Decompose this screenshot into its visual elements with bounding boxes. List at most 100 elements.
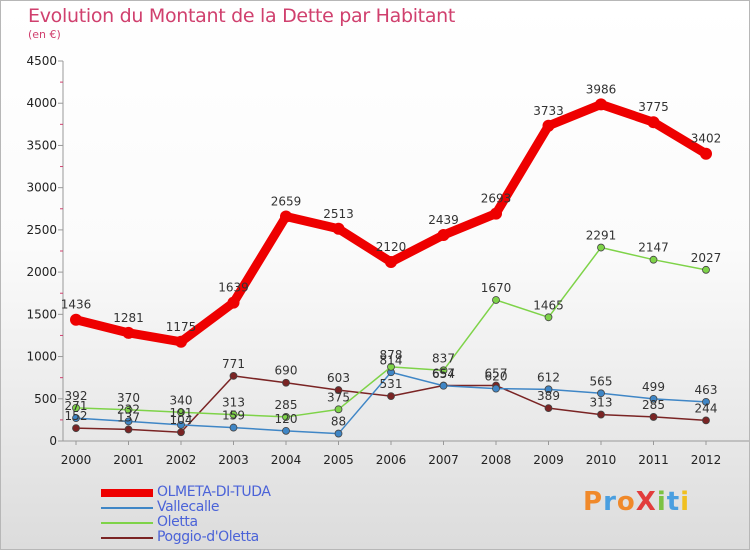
series-point-3 — [649, 413, 658, 421]
data-label-2: 340 — [170, 393, 193, 407]
series-point-1 — [72, 414, 80, 423]
series-point-2 — [597, 243, 605, 252]
data-label-3: 137 — [117, 410, 140, 424]
data-label-2: 392 — [65, 389, 88, 403]
series-point-1 — [124, 417, 133, 426]
series-point-0 — [70, 313, 82, 326]
legend-label-olmeta: OLMETA-DI-TUDA — [157, 484, 271, 500]
series-point-0 — [280, 210, 292, 223]
data-label-2: 370 — [117, 391, 140, 405]
data-label-1: 565 — [590, 374, 613, 388]
data-label-0: 2513 — [323, 207, 354, 221]
series-point-0 — [122, 326, 135, 339]
y-tick-label: 0 — [49, 434, 57, 448]
data-label-0: 2659 — [271, 194, 302, 208]
series-line-0 — [71, 99, 711, 347]
data-label-0: 3733 — [533, 104, 564, 118]
data-label-3: 104 — [170, 413, 193, 427]
data-label-3: 389 — [537, 389, 560, 403]
data-label-0: 3986 — [586, 82, 617, 96]
data-label-1: 499 — [642, 380, 665, 394]
series-point-2 — [439, 366, 448, 375]
series-point-0 — [175, 335, 187, 348]
legend-label-vallecalle: Vallecalle — [157, 499, 220, 515]
legend-item-poggio: Poggio-d'Oletta — [101, 530, 271, 545]
y-tick-label: 500 — [34, 392, 57, 406]
data-label-3: 603 — [327, 371, 350, 385]
y-tick-label: 1000 — [26, 350, 57, 364]
series-point-1 — [177, 420, 185, 429]
legend-swatch-oletta — [101, 521, 153, 524]
data-label-2: 837 — [432, 351, 455, 365]
legend-item-olmeta: OLMETA-DI-TUDA — [101, 485, 271, 500]
y-tick-label: 4500 — [26, 54, 57, 68]
series-point-0 — [227, 296, 240, 309]
series-point-0 — [647, 116, 660, 129]
y-tick-label: 4000 — [26, 96, 57, 110]
series-point-0 — [385, 255, 397, 268]
series-point-2 — [124, 405, 133, 414]
chart-title: Evolution du Montant de la Dette par Hab… — [28, 5, 456, 27]
x-tick-label: 2003 — [218, 453, 249, 467]
legend-swatch-olmeta — [101, 488, 153, 497]
series-point-0 — [700, 147, 712, 160]
data-label-1: 620 — [485, 370, 508, 384]
data-label-1: 88 — [331, 415, 346, 429]
data-label-2: 2291 — [586, 229, 617, 243]
logo-letter: P — [583, 487, 604, 517]
y-tick-label: 3000 — [26, 181, 57, 195]
x-tick-label: 2001 — [113, 453, 144, 467]
x-tick-label: 2009 — [533, 453, 564, 467]
y-tick-label: 1500 — [26, 307, 57, 321]
legend-item-vallecalle: Vallecalle — [101, 500, 271, 515]
legend-label-poggio: Poggio-d'Oletta — [157, 529, 259, 545]
series-point-2 — [649, 255, 658, 264]
data-label-2: 313 — [222, 396, 245, 410]
series-point-3 — [177, 428, 185, 437]
series-point-3 — [334, 386, 343, 394]
x-tick-label: 2006 — [376, 453, 407, 467]
logo-letter: i — [656, 487, 667, 517]
data-label-2: 2027 — [691, 251, 722, 265]
series-point-3 — [544, 404, 553, 413]
x-tick-label: 2010 — [586, 453, 617, 467]
data-label-1: 191 — [170, 406, 193, 420]
data-label-2: 878 — [380, 348, 403, 362]
series-point-3 — [597, 410, 605, 419]
data-label-3: 657 — [485, 367, 508, 381]
data-label-3: 771 — [222, 357, 245, 371]
x-tick-label: 2000 — [61, 453, 92, 467]
data-label-3: 244 — [695, 401, 718, 415]
data-label-3: 152 — [65, 409, 88, 423]
data-label-2: 1465 — [533, 298, 564, 312]
legend-item-oletta: Oletta — [101, 515, 271, 530]
data-label-2: 375 — [327, 390, 350, 404]
x-tick-label: 2002 — [166, 453, 197, 467]
data-label-1: 814 — [380, 353, 403, 367]
series-point-0 — [332, 222, 345, 235]
data-label-3: 531 — [380, 377, 403, 391]
x-tick-label: 2008 — [481, 453, 512, 467]
data-label-0: 3402 — [691, 132, 722, 146]
data-label-0: 2120 — [376, 240, 407, 254]
series-point-2 — [492, 296, 500, 304]
data-label-0: 1639 — [218, 281, 249, 295]
logo-letter: t — [666, 487, 681, 517]
logo-letter: o — [616, 487, 636, 517]
series-point-1 — [492, 384, 500, 393]
data-label-0: 1175 — [166, 320, 197, 334]
series-point-3 — [229, 371, 238, 380]
series-point-2 — [702, 265, 710, 274]
data-label-1: 612 — [537, 370, 560, 384]
y-tick-label: 2500 — [26, 223, 57, 237]
series-point-3 — [387, 392, 395, 401]
y-tick-label: 2000 — [26, 265, 57, 279]
data-label-0: 1436 — [61, 298, 92, 312]
x-tick-label: 2004 — [271, 453, 302, 467]
series-point-1 — [649, 394, 658, 403]
chart-subtitle: (en €) — [28, 28, 61, 41]
data-label-1: 120 — [275, 412, 298, 426]
series-point-3 — [282, 378, 290, 387]
series-point-2 — [544, 313, 553, 322]
